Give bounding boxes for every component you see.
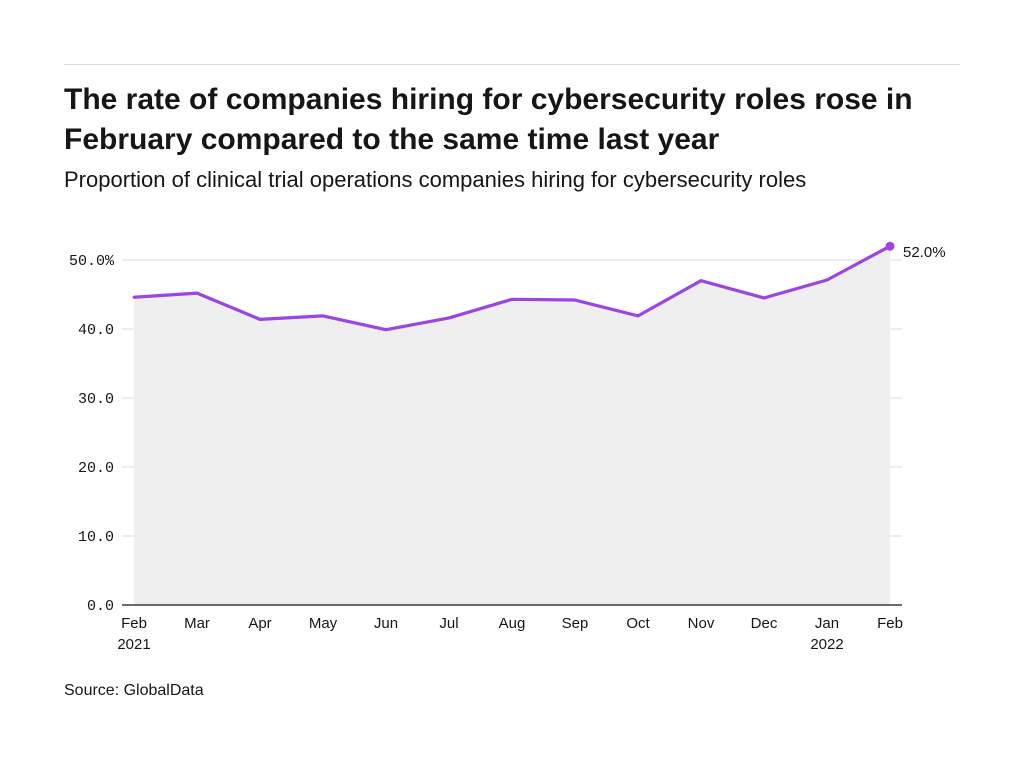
area-fill bbox=[134, 246, 890, 605]
y-tick-label: 0.0 bbox=[87, 598, 114, 615]
data-point bbox=[825, 278, 829, 282]
y-axis-ticks: 0.0 10.0 20.0 30.0 40.0 50.0% bbox=[69, 253, 115, 615]
data-point bbox=[447, 316, 451, 320]
x-axis-ticks: Feb 2021 Mar Apr May Jun Jul Aug Sep Oct Nov Dec Jan… bbox=[117, 615, 903, 653]
data-point bbox=[636, 314, 640, 318]
y-tick-label: 20.0 bbox=[78, 460, 114, 477]
x-tick-label: Aug bbox=[499, 615, 526, 632]
data-point bbox=[762, 296, 766, 300]
data-point bbox=[195, 291, 199, 295]
x-tick-label: Apr bbox=[248, 615, 271, 632]
data-point bbox=[321, 314, 325, 318]
y-tick-label: 40.0 bbox=[78, 322, 114, 339]
chart-title: The rate of companies hiring for cyberse… bbox=[64, 83, 913, 156]
data-point bbox=[384, 328, 388, 332]
x-tick-label: May bbox=[309, 615, 338, 632]
y-tick-label: 50.0% bbox=[69, 253, 115, 270]
data-point bbox=[573, 298, 577, 302]
y-tick-label: 10.0 bbox=[78, 529, 114, 546]
x-tick-label: Dec bbox=[751, 615, 778, 632]
x-tick-label: Sep bbox=[562, 615, 589, 632]
highlight-point bbox=[885, 241, 895, 251]
data-point bbox=[258, 317, 262, 321]
chart-subtitle: Proportion of clinical trial operations … bbox=[64, 167, 807, 192]
x-tick-label: Jun bbox=[374, 615, 398, 632]
x-tick-label: Feb 2021 bbox=[117, 615, 150, 653]
x-tick-label: Nov bbox=[688, 615, 715, 632]
data-point bbox=[699, 279, 703, 283]
data-label: 52.0% bbox=[903, 244, 946, 261]
x-tick-label: Oct bbox=[626, 615, 650, 632]
x-tick-label: Feb bbox=[877, 615, 903, 632]
annotations: 52.0% bbox=[132, 241, 946, 332]
x-tick-label: Jan 2022 bbox=[810, 615, 843, 653]
x-tick-label: Jul bbox=[439, 615, 458, 632]
y-tick-label: 30.0 bbox=[78, 391, 114, 408]
data-point bbox=[132, 295, 136, 299]
x-tick-label: Mar bbox=[184, 615, 210, 632]
top-divider bbox=[64, 64, 960, 65]
source-note: Source: GlobalData bbox=[64, 682, 204, 699]
data-point bbox=[510, 297, 514, 301]
